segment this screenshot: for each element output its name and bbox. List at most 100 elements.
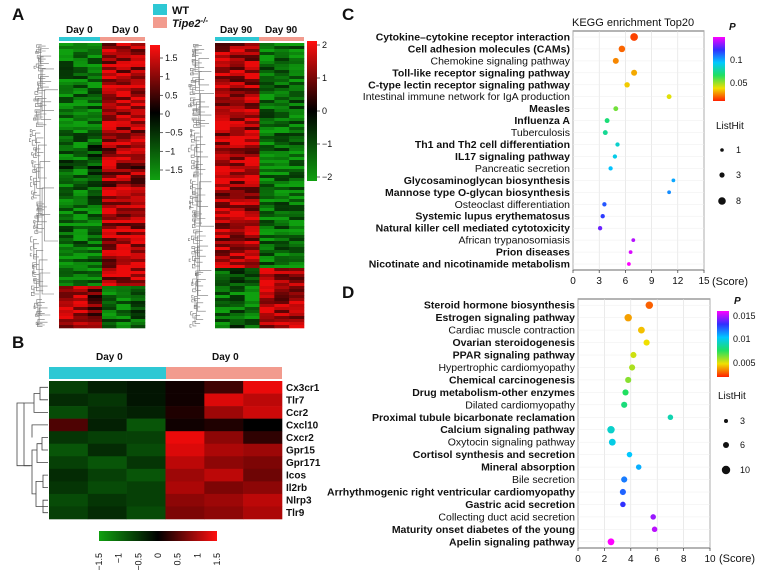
heatmap-cell	[215, 100, 231, 104]
heatmap-cell	[102, 133, 117, 137]
heatmap-cell	[289, 91, 305, 95]
heatmap-cell	[274, 298, 290, 302]
dendrogram-branch	[192, 313, 197, 319]
term-label: Apelin signaling pathway	[449, 536, 575, 548]
heatmap-cell	[102, 79, 117, 83]
group-bar-day0-ko	[100, 37, 145, 41]
dendrogram-branch	[195, 49, 205, 68]
dendrogram-branch	[31, 196, 34, 200]
heatmap-cell	[229, 265, 245, 269]
heatmap-cell	[59, 175, 74, 179]
heatmap-cell	[215, 259, 231, 263]
heatmap-cell	[215, 217, 231, 221]
heatmap-cell	[274, 229, 290, 233]
heatmap-cell	[289, 160, 305, 164]
heatmap-day90: Day 90 Day 90 210−1−2	[188, 25, 332, 329]
heatmap-cell	[87, 289, 103, 293]
dendrogram-branch	[191, 59, 196, 63]
heatmap-cell	[87, 130, 103, 134]
heatmap-cell	[130, 121, 146, 125]
term-point	[602, 130, 608, 136]
heatmap-cell	[59, 184, 74, 188]
kegg-top20-size-swatch-3	[718, 197, 726, 205]
dendrogram-branch	[36, 208, 43, 212]
heatmap-cell	[244, 235, 260, 239]
heatmap-cell	[73, 319, 88, 323]
heatmap-cell	[130, 139, 146, 143]
heatmap-cell	[87, 79, 103, 83]
dendrogram-branch	[39, 386, 48, 401]
heatmap-cell	[59, 148, 74, 152]
heatmap-cell	[215, 187, 231, 191]
heatmap-cell	[165, 406, 205, 419]
heatmap-cell	[87, 235, 103, 239]
heatmap-cell	[73, 46, 88, 50]
heatmap-cell	[87, 393, 127, 407]
heatmap-cell	[59, 262, 74, 266]
heatmap-cell	[244, 193, 260, 197]
heatmap-cell	[102, 214, 117, 218]
heatmap-cell	[215, 103, 231, 107]
heatmap-cell	[116, 130, 131, 134]
kegg-top20-p-label: P	[729, 22, 736, 33]
heatmap-cell	[229, 145, 245, 149]
heatmap-cell	[116, 145, 131, 149]
dendrogram-branch	[192, 69, 199, 75]
heatmap-cell	[73, 298, 88, 302]
dendrogram-branch	[38, 58, 46, 69]
heatmap-cell	[259, 97, 275, 101]
heatmap-cell	[87, 184, 103, 188]
heatmap-cell	[229, 172, 245, 176]
colorbar-tick-label: −1.5	[94, 553, 104, 570]
heatmap-cell	[73, 190, 88, 194]
heatmap-cell	[289, 211, 305, 215]
term-label: Nicotinate and nicotinamide metabolism	[369, 259, 570, 271]
heatmap-cell	[244, 58, 260, 62]
heatmap-cell	[274, 118, 290, 122]
heatmap-cell	[87, 286, 103, 290]
heatmap-cell	[229, 184, 245, 188]
heatmap-cell	[244, 76, 260, 80]
term-point	[627, 262, 631, 266]
heatmap-cell	[289, 235, 305, 239]
heatmap-cell	[116, 268, 131, 272]
term-label: Calcium signaling pathway	[440, 424, 575, 436]
gene-label: Tlr7	[286, 395, 305, 406]
term-point	[612, 57, 619, 64]
heatmap-cell	[130, 220, 146, 224]
heatmap-cell	[244, 280, 260, 284]
heatmap-cell	[73, 88, 88, 92]
heatmap-cell	[73, 76, 88, 80]
heatmap-cell	[244, 211, 260, 215]
heatmap-cell	[102, 298, 117, 302]
heatmap-cell	[229, 253, 245, 257]
heatmap-cell	[229, 91, 245, 95]
heatmap-cell	[59, 145, 74, 149]
heatmap-cell	[259, 232, 275, 236]
heatmap-cell	[130, 46, 146, 50]
dendrogram-branch	[35, 63, 40, 68]
dendrogram-branch	[32, 169, 37, 173]
dendrogram-branch	[190, 154, 195, 158]
heatmap-cell	[87, 259, 103, 263]
heatmap-cell	[102, 169, 117, 173]
heatmap-cell	[259, 214, 275, 218]
heatmap-cell	[130, 79, 146, 83]
heatmap-cell	[73, 268, 88, 272]
heatmap-cell	[259, 259, 275, 263]
heatmap-cell	[130, 157, 146, 161]
dendrogram-branch	[191, 246, 196, 249]
heatmap-cell	[274, 226, 290, 230]
heatmap-cell	[244, 64, 260, 68]
heatmap-cell	[229, 142, 245, 146]
heatmap-cell	[49, 418, 89, 432]
heatmap-cell	[87, 58, 103, 62]
heatmap-cell	[116, 103, 131, 107]
heatmap-cell	[274, 115, 290, 119]
heatmap-cell	[59, 259, 74, 263]
heatmap-cell	[274, 286, 290, 290]
heatmap-cell	[289, 298, 305, 302]
heatmap-cell	[229, 235, 245, 239]
heatmap-cell	[274, 154, 290, 158]
heatmap-cell	[204, 406, 244, 419]
